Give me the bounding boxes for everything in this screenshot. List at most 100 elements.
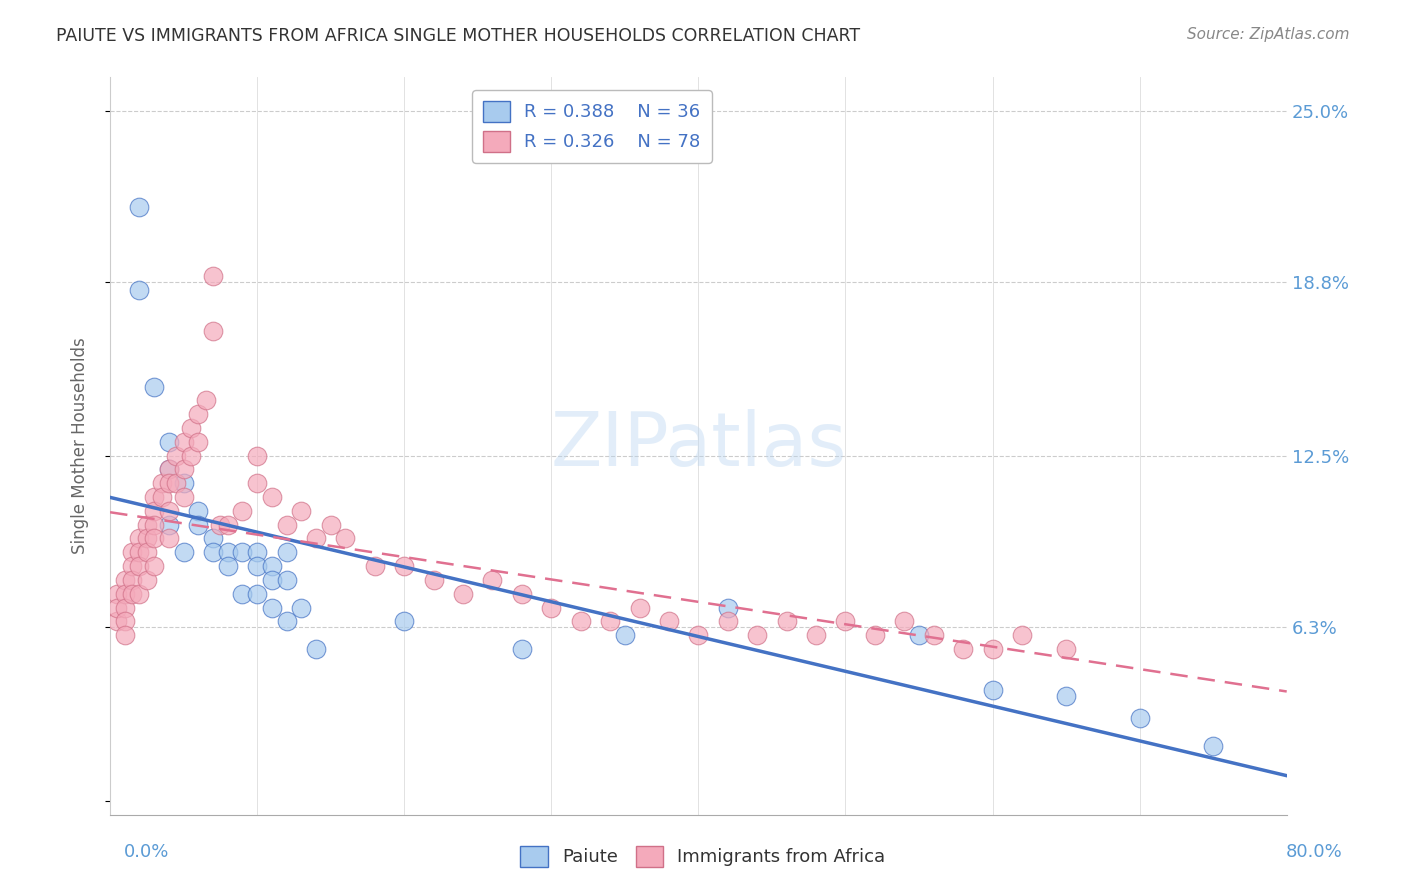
Point [202, 532, 225, 546]
Point [128, 283, 150, 297]
Point [863, 628, 886, 642]
Point [135, 545, 157, 559]
Point [202, 269, 225, 284]
Point [114, 628, 136, 642]
Legend: R = 0.388    N = 36, R = 0.326    N = 78: R = 0.388 N = 36, R = 0.326 N = 78 [472, 90, 711, 162]
Point [775, 615, 797, 629]
Point [276, 573, 298, 587]
Point [246, 587, 269, 601]
Point [143, 532, 166, 546]
Point [260, 573, 283, 587]
Point [217, 559, 239, 574]
Point [187, 504, 209, 518]
Point [481, 573, 503, 587]
Point [246, 449, 269, 463]
Text: 80.0%: 80.0% [1286, 843, 1343, 861]
Point [128, 532, 150, 546]
Point [319, 517, 342, 532]
Point [394, 615, 416, 629]
Text: Source: ZipAtlas.com: Source: ZipAtlas.com [1187, 27, 1350, 42]
Point [231, 587, 253, 601]
Point [173, 434, 195, 449]
Point [114, 573, 136, 587]
Point [1054, 641, 1077, 656]
Point [952, 641, 974, 656]
Point [143, 379, 166, 393]
Point [121, 573, 143, 587]
Point [217, 517, 239, 532]
Point [114, 587, 136, 601]
Point [128, 200, 150, 214]
Point [150, 476, 173, 491]
Point [157, 517, 180, 532]
Point [290, 504, 312, 518]
Point [451, 587, 474, 601]
Point [173, 476, 195, 491]
Point [717, 600, 740, 615]
Text: PAIUTE VS IMMIGRANTS FROM AFRICA SINGLE MOTHER HOUSEHOLDS CORRELATION CHART: PAIUTE VS IMMIGRANTS FROM AFRICA SINGLE … [56, 27, 860, 45]
Point [128, 545, 150, 559]
Point [276, 545, 298, 559]
Point [1129, 711, 1152, 725]
Point [688, 628, 710, 642]
Point [260, 490, 283, 504]
Point [157, 462, 180, 476]
Point [194, 393, 217, 408]
Point [135, 517, 157, 532]
Point [143, 490, 166, 504]
Point [394, 559, 416, 574]
Point [260, 600, 283, 615]
Point [107, 600, 129, 615]
Point [246, 476, 269, 491]
Text: 0.0%: 0.0% [124, 843, 169, 861]
Point [364, 559, 387, 574]
Point [165, 449, 187, 463]
Point [747, 628, 769, 642]
Point [157, 504, 180, 518]
Point [231, 545, 253, 559]
Point [128, 587, 150, 601]
Point [209, 517, 232, 532]
Point [135, 532, 157, 546]
Point [128, 559, 150, 574]
Point [276, 517, 298, 532]
Point [202, 325, 225, 339]
Point [658, 615, 681, 629]
Point [114, 615, 136, 629]
Point [908, 628, 931, 642]
Point [143, 559, 166, 574]
Point [107, 587, 129, 601]
Point [717, 615, 740, 629]
Point [165, 476, 187, 491]
Point [922, 628, 945, 642]
Point [834, 615, 856, 629]
Point [981, 683, 1004, 698]
Point [599, 615, 621, 629]
Point [217, 545, 239, 559]
Point [422, 573, 444, 587]
Point [305, 641, 328, 656]
Point [202, 545, 225, 559]
Point [613, 628, 636, 642]
Point [173, 545, 195, 559]
Point [157, 462, 180, 476]
Point [540, 600, 562, 615]
Point [1054, 689, 1077, 703]
Point [150, 490, 173, 504]
Point [143, 517, 166, 532]
Point [121, 587, 143, 601]
Point [121, 559, 143, 574]
Point [510, 641, 533, 656]
Point [628, 600, 651, 615]
Point [187, 407, 209, 421]
Point [135, 573, 157, 587]
Point [121, 545, 143, 559]
Point [114, 600, 136, 615]
Point [143, 504, 166, 518]
Point [180, 421, 202, 435]
Point [804, 628, 827, 642]
Point [173, 462, 195, 476]
Point [231, 504, 253, 518]
Text: ZIPatlas: ZIPatlas [550, 409, 846, 483]
Point [180, 449, 202, 463]
